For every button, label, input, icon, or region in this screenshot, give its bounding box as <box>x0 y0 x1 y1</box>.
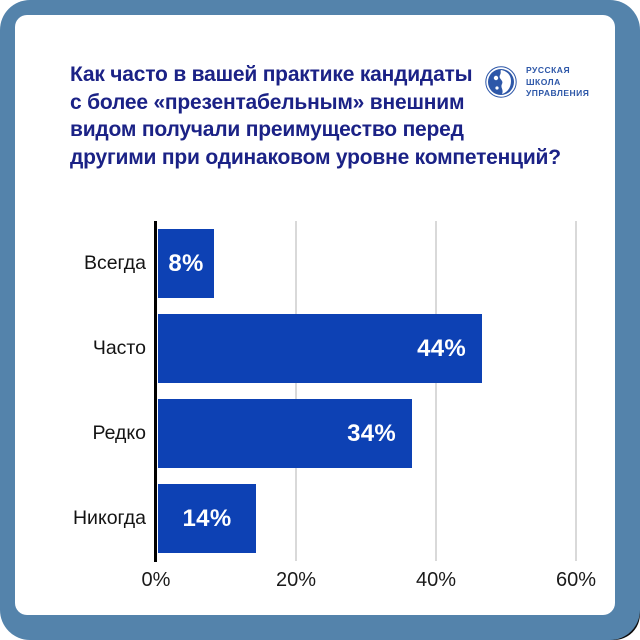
x-tick-label: 0% <box>141 569 171 591</box>
title-line-4: другими при одинаковом уровне компетенци… <box>70 145 561 169</box>
bar-row: Всегда 8% <box>15 221 640 306</box>
gridline <box>575 221 577 561</box>
logo-text-line-2: ШКОЛА <box>526 76 561 87</box>
bar: 34% <box>158 399 412 468</box>
y-axis-line <box>154 221 157 562</box>
bar-chart: Всегда 8% Часто 44% Редко 34% Никогда 14% 0% 20%… <box>15 221 640 621</box>
category-label: Часто <box>92 337 146 359</box>
gridline <box>295 221 297 561</box>
chart-title: Как часто в вашей практике кандидаты с б… <box>70 61 561 171</box>
bar-value-label: 14% <box>182 504 232 532</box>
title-line-1: Как часто в вашей практике кандидаты <box>70 63 473 86</box>
category-label: Всегда <box>83 252 146 274</box>
category-label: Никогда <box>72 507 146 529</box>
category-label: Редко <box>92 422 146 444</box>
card: Как часто в вашей практике кандидаты с б… <box>15 15 615 615</box>
bar-value-label: 44% <box>417 334 466 362</box>
bar: 8% <box>158 229 214 298</box>
logo-text: РУССКАЯ ШКОЛА УПРАВЛЕНИЯ <box>526 65 589 100</box>
bar-row: Редко 34% <box>15 391 640 476</box>
title-line-3: видом получали преимущество перед <box>70 118 464 141</box>
x-tick-label: 40% <box>415 569 457 591</box>
bar-value-label: 34% <box>347 419 396 447</box>
title-line-2: с более «презентабельным» внешним <box>70 90 465 114</box>
rsu-globe-icon <box>485 66 517 98</box>
gridline <box>435 221 437 561</box>
bar-row: Часто 44% <box>15 306 640 391</box>
bar-row: Никогда 14% <box>15 476 640 561</box>
bar: 14% <box>158 484 256 553</box>
logo-text-line-3: УПРАВЛЕНИЯ <box>526 88 590 98</box>
x-tick-label: 20% <box>275 569 317 591</box>
x-tick-label: 60% <box>555 569 597 591</box>
logo: РУССКАЯ ШКОЛА УПРАВЛЕНИЯ <box>485 65 589 100</box>
logo-text-line-1: РУССКАЯ <box>526 65 571 75</box>
bar-value-label: 8% <box>168 249 204 277</box>
bar: 44% <box>158 314 482 383</box>
